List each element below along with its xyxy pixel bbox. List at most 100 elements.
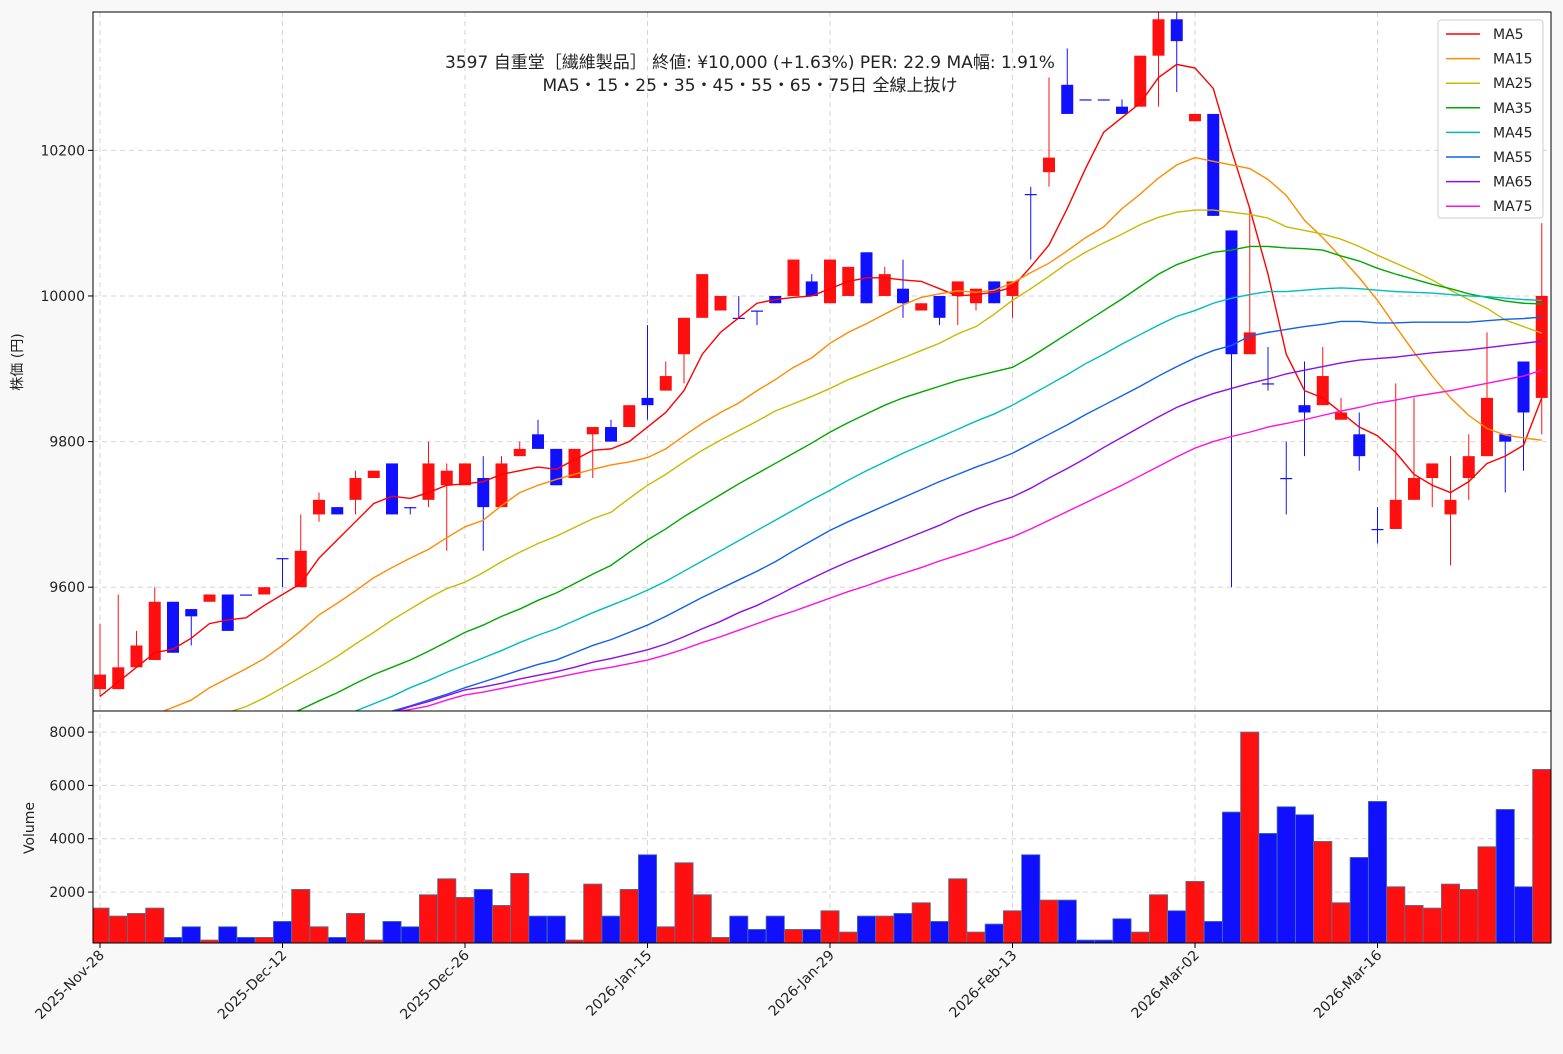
candle-body (751, 310, 763, 312)
volume-bar (1495, 809, 1515, 943)
y-tick-label: 6000 (49, 778, 85, 794)
volume-bar (382, 921, 402, 943)
volume-bar (309, 926, 329, 943)
candle-body (331, 507, 344, 515)
volume-bar (656, 926, 676, 943)
x-tick-label: 2025-Dec-12 (215, 948, 290, 1023)
candle-body (550, 448, 563, 486)
candle-body (258, 587, 271, 595)
volume-bar (1367, 801, 1388, 943)
y-tick-label: 4000 (49, 832, 85, 848)
volume-bar (1532, 769, 1551, 943)
volume-bar (181, 926, 201, 943)
candle-body (897, 288, 909, 304)
candle-body (294, 550, 307, 588)
candle-body (1353, 434, 1366, 457)
x-tick-label: 2026-Jan-15 (583, 948, 655, 1020)
x-tick-label: 2026-Jan-29 (766, 948, 838, 1020)
candle-body (1335, 412, 1347, 420)
volume-bar (1459, 889, 1479, 943)
price-panel (93, 12, 1551, 711)
volume-bar (783, 929, 804, 943)
candle-body (459, 463, 471, 486)
candle-body (1152, 19, 1165, 56)
x-tick-label: 2026-Mar-16 (1311, 947, 1385, 1021)
volume-bar (528, 915, 548, 943)
volume-bar (637, 854, 658, 943)
candle-body (1371, 528, 1384, 531)
volume-bar (601, 915, 621, 943)
candle-body (185, 609, 198, 617)
candle-body (1189, 113, 1201, 122)
ma-line (388, 316, 1542, 711)
volume-bar (729, 915, 749, 943)
volume-bar (1130, 931, 1150, 943)
candle-body (367, 470, 380, 478)
ma-line (99, 63, 1543, 697)
candle-body (130, 645, 143, 668)
candle-body (203, 594, 216, 602)
candle-body (276, 558, 289, 560)
candle-body (1170, 19, 1183, 42)
candle-body (1116, 106, 1128, 114)
legend-label: MA45 (1493, 125, 1532, 141)
candle-body (1280, 478, 1293, 480)
chart-subtitle: MA5・15・25・35・45・55・65・75日 全線上抜け (543, 76, 958, 96)
candle-body (1097, 99, 1110, 101)
volume-bar (1477, 846, 1497, 943)
ma-line (353, 287, 1542, 711)
candle-body (915, 303, 928, 311)
volume-bar (1313, 841, 1333, 943)
volume-bar (93, 907, 110, 943)
volume-bar (802, 929, 822, 943)
candle-body (477, 478, 490, 508)
volume-bar (1513, 886, 1534, 943)
volume-bar (126, 913, 147, 943)
volume-bar (437, 878, 457, 943)
candle-body (1207, 113, 1220, 216)
volume-bar (1185, 881, 1205, 943)
volume-bar (1112, 918, 1132, 943)
volume-bar (875, 915, 895, 943)
volume-bar (291, 889, 311, 943)
volume-bar (1221, 811, 1242, 943)
volume-bar (929, 921, 950, 943)
volume-bar (546, 915, 566, 943)
y-tick-label: 8000 (49, 725, 85, 741)
candle-body (513, 448, 526, 457)
volume-bar (1331, 902, 1351, 943)
volume-bar (1386, 886, 1406, 943)
volume-bar (1294, 814, 1315, 943)
volume-bar (1057, 899, 1077, 943)
volume-bar (473, 889, 493, 943)
legend-box (1437, 19, 1544, 219)
candle-body (532, 434, 544, 449)
volume-bar (966, 931, 986, 943)
legend-label: MA35 (1493, 101, 1532, 117)
volume-bar (948, 878, 968, 943)
y-tick-label: 10200 (40, 143, 85, 159)
candle-body (1426, 463, 1439, 478)
candle-body (970, 288, 982, 304)
candle-body (349, 478, 362, 500)
legend-label: MA15 (1493, 52, 1532, 68)
volume-bar (1002, 910, 1023, 943)
candle-body (623, 405, 636, 428)
ma-line (161, 156, 1542, 711)
candle-body (1225, 230, 1238, 355)
candle-body (878, 274, 891, 296)
ma-line (396, 369, 1542, 711)
volume-bar (893, 913, 913, 943)
legend-label: MA5 (1493, 27, 1524, 43)
volume-bar (145, 907, 165, 943)
candle-body (94, 674, 106, 690)
x-tick-label: 2025-Nov-28 (33, 948, 108, 1023)
volume-bar (1276, 806, 1296, 943)
volume-bar (272, 921, 293, 943)
volume-bar (1404, 905, 1424, 943)
legend-label: MA25 (1493, 76, 1532, 92)
y-tick-label: 9800 (49, 435, 85, 451)
volume-bar (1258, 833, 1278, 943)
candle-body (386, 463, 398, 515)
candle-body (787, 259, 800, 296)
